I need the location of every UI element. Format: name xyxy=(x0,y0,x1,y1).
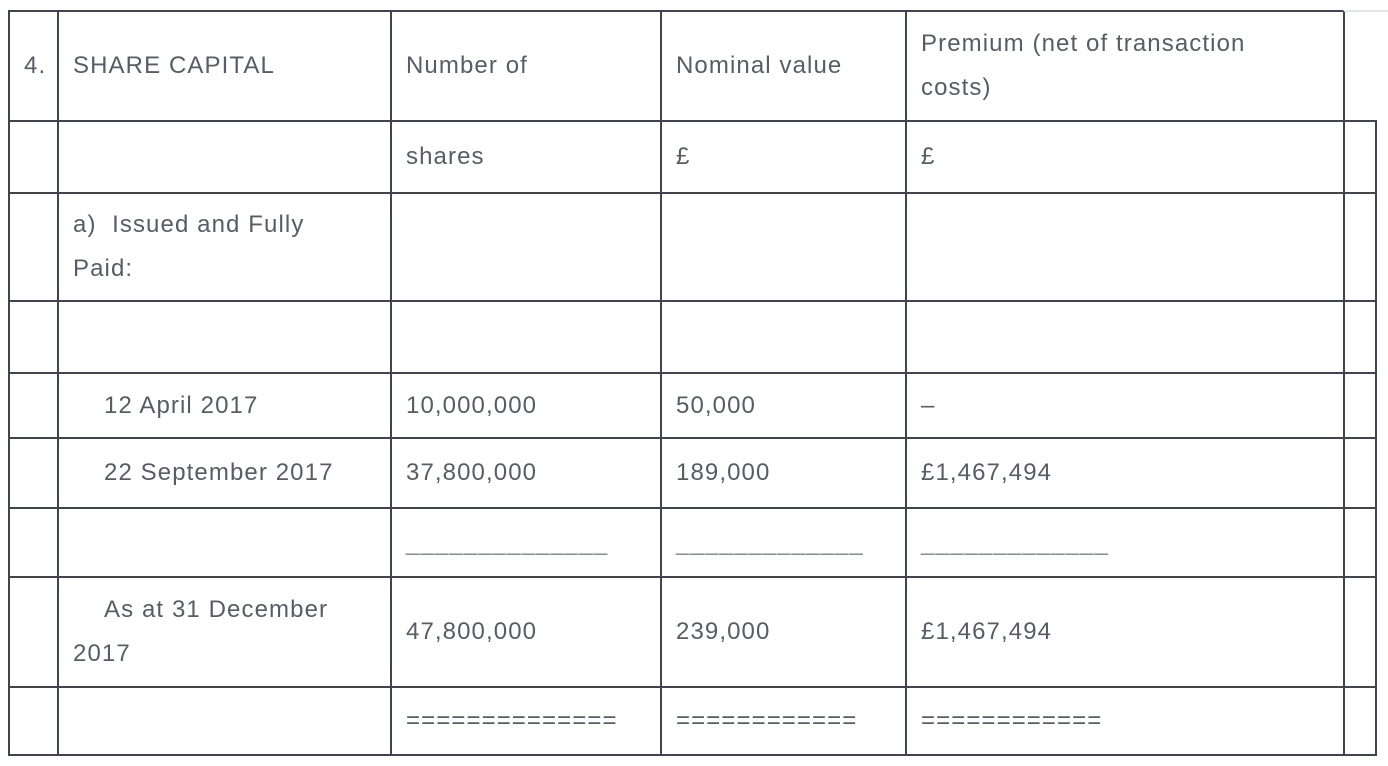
cell-date-label: 22 September 2017 xyxy=(57,437,390,507)
cell-line: 10,000,000 xyxy=(406,391,538,419)
cell-single-rule: _____________ xyxy=(660,507,905,576)
cell-line: £1,467,494 xyxy=(921,618,1053,645)
cell-empty xyxy=(8,576,57,686)
cell-date-label: 12 April 2017 xyxy=(57,372,390,437)
cell-empty xyxy=(1343,192,1377,300)
cell-empty xyxy=(1343,372,1377,437)
cell-line: 22 September 2017 xyxy=(104,459,334,486)
cell-double-rule: ============ xyxy=(905,686,1343,756)
cell-empty xyxy=(8,372,57,437)
cell-spacer xyxy=(1343,10,1377,120)
cell-line: Premium (net of transaction xyxy=(921,30,1246,57)
cell-line: 4. xyxy=(24,52,47,79)
cell-empty xyxy=(1343,120,1377,192)
cell-single-rule: ______________ xyxy=(390,507,660,576)
cell-empty xyxy=(8,507,57,576)
subtotal-rule-row: ______________ _____________ _____________ xyxy=(8,507,1377,576)
total-double-rule-row: ============== ============ ============ xyxy=(8,686,1377,756)
cell-premium-heading: Premium (net of transaction costs) xyxy=(905,10,1343,120)
cell-premium-value: £1,467,494 xyxy=(905,576,1343,686)
cell-empty xyxy=(57,507,390,576)
cell-line: 189,000 xyxy=(676,459,771,486)
cell-empty xyxy=(8,686,57,756)
cell-empty xyxy=(8,437,57,507)
cell-shares-value: 47,800,000 xyxy=(390,576,660,686)
issued-fully-paid-row: a) Issued and Fully Paid: xyxy=(8,192,1377,300)
cell-line: £ xyxy=(921,143,936,170)
cell-line: Nominal value xyxy=(676,52,843,79)
cell-line: ============== xyxy=(406,707,618,734)
cell-empty xyxy=(57,300,390,372)
cell-line: As at 31 December xyxy=(104,596,329,623)
cell-premium-value: £1,467,494 xyxy=(905,437,1343,507)
row-as-at-31-december-2017: As at 31 December 2017 47,800,000 239,000 £1… xyxy=(8,576,1377,686)
cell-line: 47,800,000 xyxy=(406,618,538,645)
cell-empty xyxy=(57,120,390,192)
cell-line: SHARE CAPITAL xyxy=(73,52,275,79)
cell-line: ______________ xyxy=(406,528,609,556)
cell-nominal-unit: £ xyxy=(660,120,905,192)
cell-line: 2017 xyxy=(73,640,131,667)
cell-shares-value: 37,800,000 xyxy=(390,437,660,507)
cell-nominal-value: 50,000 xyxy=(660,372,905,437)
spacer-row xyxy=(8,300,1377,372)
cell-line: costs) xyxy=(921,74,992,101)
row-12-april-2017: 12 April 2017 10,000,000 50,000 – xyxy=(8,372,1377,437)
cell-empty xyxy=(660,192,905,300)
row-22-september-2017: 22 September 2017 37,800,000 189,000 £1,467… xyxy=(8,437,1377,507)
cell-line: 12 April 2017 xyxy=(104,391,259,419)
cell-double-rule: ============== xyxy=(390,686,660,756)
cell-empty xyxy=(905,300,1343,372)
cell-empty xyxy=(660,300,905,372)
cell-line: _____________ xyxy=(921,528,1109,556)
cell-single-rule: _____________ xyxy=(905,507,1343,576)
cell-date-label: As at 31 December 2017 xyxy=(57,576,390,686)
cell-line: Number of xyxy=(406,52,528,79)
cell-line: 50,000 xyxy=(676,391,757,419)
share-capital-table: 4. SHARE CAPITAL Number of Nominal value Pre… xyxy=(8,10,1377,756)
cell-empty xyxy=(8,300,57,372)
cell-line: £1,467,494 xyxy=(921,459,1053,486)
cell-line: a) Issued and Fully xyxy=(73,211,305,238)
cell-premium-unit: £ xyxy=(905,120,1343,192)
cell-empty xyxy=(57,686,390,756)
cell-line: 239,000 xyxy=(676,618,771,645)
cell-nominal-value: 239,000 xyxy=(660,576,905,686)
cell-number-of-heading: Number of xyxy=(390,10,660,120)
cell-empty xyxy=(1343,507,1377,576)
cell-empty xyxy=(1343,437,1377,507)
cell-line: 37,800,000 xyxy=(406,459,538,486)
cell-empty xyxy=(8,120,57,192)
cell-share-capital-heading: SHARE CAPITAL xyxy=(57,10,390,120)
cell-nominal-value-heading: Nominal value xyxy=(660,10,905,120)
cell-empty xyxy=(1343,686,1377,756)
cell-line: ============ xyxy=(921,707,1103,734)
cell-line: shares xyxy=(406,143,485,170)
cell-line: _____________ xyxy=(676,528,864,556)
header-row: 4. SHARE CAPITAL Number of Nominal value Pre… xyxy=(8,10,1377,120)
cell-empty xyxy=(905,192,1343,300)
cell-empty xyxy=(8,192,57,300)
cell-nominal-value: 189,000 xyxy=(660,437,905,507)
cell-issued-fully-paid-label: a) Issued and Fully Paid: xyxy=(57,192,390,300)
units-row: shares £ £ xyxy=(8,120,1377,192)
cell-shares-unit: shares xyxy=(390,120,660,192)
cell-empty xyxy=(390,192,660,300)
cell-line: – xyxy=(921,391,936,419)
cell-section-number: 4. xyxy=(8,10,57,120)
share-capital-table-body: 4. SHARE CAPITAL Number of Nominal value Pre… xyxy=(8,10,1377,756)
cell-double-rule: ============ xyxy=(660,686,905,756)
cell-empty xyxy=(1343,300,1377,372)
cell-shares-value: 10,000,000 xyxy=(390,372,660,437)
cell-empty xyxy=(390,300,660,372)
cell-line: Paid: xyxy=(73,255,134,282)
faint-top-right-line xyxy=(1345,10,1388,12)
cell-premium-value: – xyxy=(905,372,1343,437)
cell-line: £ xyxy=(676,143,691,170)
cell-empty xyxy=(1343,576,1377,686)
cell-line: ============ xyxy=(676,707,858,734)
